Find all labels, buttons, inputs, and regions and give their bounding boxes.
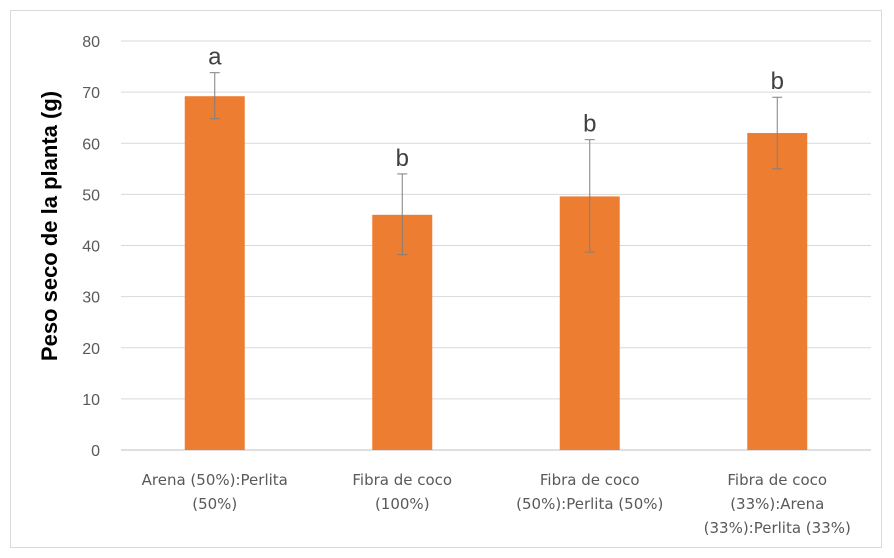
y-tick-label: 30 [82, 290, 100, 307]
labels: 0 10 20 30 40 50 60 70 80 a Arena (50%):Perlita (50… [82, 34, 851, 537]
x-category-label: (100%) [375, 495, 430, 513]
y-tick-label: 20 [82, 341, 100, 358]
gridlines [121, 40, 871, 451]
y-tick-label: 50 [82, 187, 100, 204]
error-bars [209, 72, 783, 256]
chart-frame: 0 10 20 30 40 50 60 70 80 a Arena (50%):Perlita (50… [10, 10, 882, 548]
significance-letter: b [771, 68, 784, 95]
y-axis-title: Peso seco de la planta (g) [37, 91, 62, 361]
y-tick-label: 40 [82, 239, 100, 256]
x-category-label: (33%):Arena [730, 495, 824, 513]
x-category-label: Fibra de coco [727, 471, 827, 489]
bars [184, 96, 808, 450]
x-category-label: Fibra de coco [540, 471, 640, 489]
bar-chart: 0 10 20 30 40 50 60 70 80 a Arena (50%):Perlita (50… [37, 34, 871, 537]
significance-letter: a [208, 44, 222, 71]
significance-letter: b [583, 111, 596, 138]
x-category-label: (50%) [192, 495, 237, 513]
bar [747, 133, 808, 450]
x-category-label: Fibra de coco [352, 471, 452, 489]
x-category-label: (33%):Perlita (33%) [704, 519, 851, 537]
x-category-label: (50%):Perlita (50%) [516, 495, 663, 513]
y-tick-label: 0 [91, 443, 100, 460]
y-tick-label: 80 [82, 34, 100, 51]
bar [184, 96, 245, 450]
y-tick-label: 60 [82, 136, 100, 153]
y-tick-label: 10 [82, 392, 100, 409]
y-tick-label: 70 [82, 85, 100, 102]
significance-letter: b [396, 145, 409, 172]
x-category-label: Arena (50%):Perlita [142, 471, 288, 489]
